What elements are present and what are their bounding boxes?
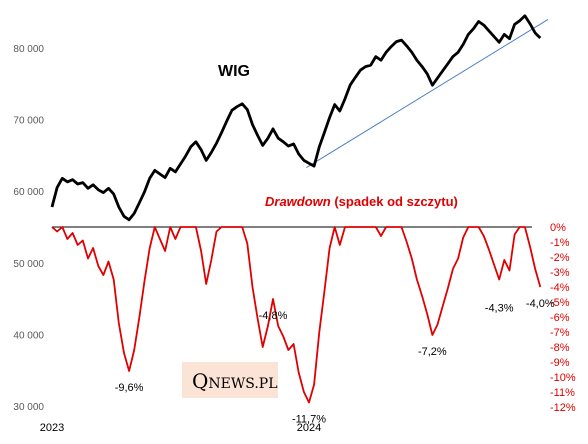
left-tick-label: 40 000: [13, 330, 44, 341]
left-tick-label: 60 000: [13, 187, 44, 198]
drawdown-annotation: -4,3%: [485, 303, 514, 315]
left-tick-label: 80 000: [13, 44, 44, 55]
left-axis-ticks: 30 000 40 000 50 000 60 000 70 000 80 000: [13, 44, 44, 413]
logo-text: QNEWS.PL: [192, 369, 278, 393]
drawdown-annotation: -11,7%: [292, 414, 326, 426]
right-axis-ticks: 0% -1% -2% -3% -4% -5% -6% -7% -8% -9% -10% -11% -12…: [550, 222, 576, 414]
drawdown-title-rest: (spadek od szczytu): [331, 194, 458, 209]
drawdown-title: Drawdown (spadek od szczytu): [265, 194, 458, 209]
right-tick-label: -2%: [550, 252, 570, 264]
logo-rest: NEWS.PL: [208, 376, 277, 392]
right-tick-label: -1%: [550, 237, 570, 249]
wig-series-line: [50, 14, 542, 222]
x-tick-label: 2023: [40, 422, 64, 434]
wig-trendline: [306, 18, 549, 169]
x-axis-ticks: 2023 2024: [40, 422, 321, 434]
right-tick-label: -6%: [550, 312, 570, 324]
right-tick-label: -7%: [550, 327, 570, 339]
drawdown-annotations: -9,6% -4,8% -11,7% -7,2% -4,3% -4,0%: [115, 298, 555, 426]
right-tick-label: -8%: [550, 342, 570, 354]
drawdown-annotation: -4,8%: [259, 310, 288, 322]
right-tick-label: 0%: [550, 222, 566, 234]
drawdown-annotation: -7,2%: [418, 346, 447, 358]
logo: QNEWS.PL: [182, 362, 278, 398]
right-tick-label: -12%: [550, 402, 576, 414]
left-tick-label: 50 000: [13, 259, 44, 270]
x-tick-label: 2024: [297, 422, 321, 434]
logo-background: [182, 362, 278, 398]
right-tick-label: -5%: [550, 297, 570, 309]
right-tick-label: -10%: [550, 372, 576, 384]
drawdown-annotation: -4,0%: [526, 298, 555, 310]
chart-title: WIG: [218, 63, 250, 80]
right-tick-label: -4%: [550, 282, 570, 294]
left-tick-label: 70 000: [13, 116, 44, 127]
drawdown-annotation: -9,6%: [115, 382, 144, 394]
drawdown-series-line: [51, 226, 542, 404]
right-tick-label: -3%: [550, 267, 570, 279]
right-tick-label: -9%: [550, 357, 570, 369]
right-tick-label: -11%: [550, 387, 575, 399]
logo-q: Q: [192, 369, 208, 393]
left-tick-label: 30 000: [13, 402, 44, 413]
drawdown-title-italic: Drawdown: [265, 194, 331, 209]
